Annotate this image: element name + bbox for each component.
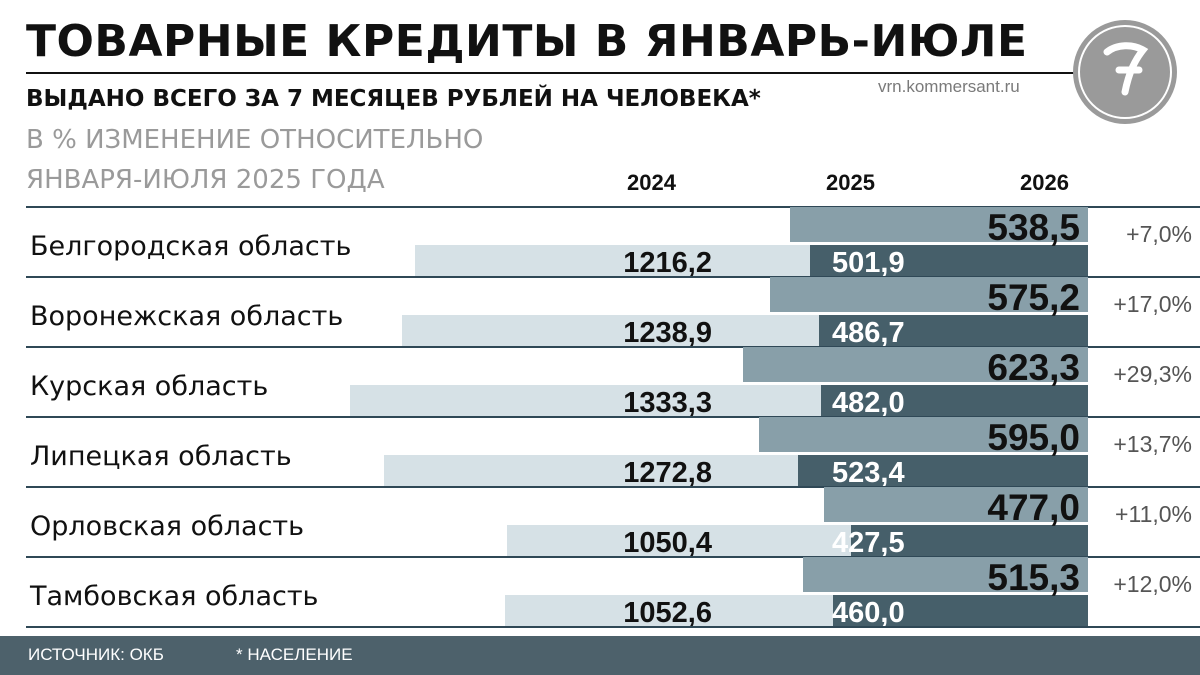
- bar-2026: [824, 487, 1088, 522]
- year-header-2025: 2025: [826, 170, 875, 195]
- bar-2026: [743, 347, 1088, 382]
- footer-bar: ИСТОЧНИК: ОКБ * НАСЕЛЕНИЕ: [0, 636, 1200, 675]
- bar-2026: [758, 417, 1088, 452]
- region-label: Тамбовская область: [30, 581, 319, 612]
- value-label-2024: 1052,6: [623, 597, 712, 629]
- value-label-2026: 595,0: [987, 417, 1080, 458]
- change-note: В % ИЗМЕНЕНИЕ ОТНОСИТЕЛЬНО ЯНВАРЯ-ИЮЛЯ 2…: [26, 120, 586, 200]
- bar-2026: [802, 557, 1088, 592]
- page-title: ТОВАРНЫЕ КРЕДИТЫ В ЯНВАРЬ-ИЮЛЕ: [26, 16, 1028, 67]
- title-rule: [26, 72, 1076, 74]
- value-label-2025: 486,7: [832, 317, 905, 349]
- value-label-2026: 538,5: [987, 207, 1080, 248]
- bar-2025: [798, 455, 1088, 486]
- region-label: Липецкая область: [30, 441, 292, 472]
- change-percent: +13,7%: [1113, 431, 1192, 457]
- change-percent: +11,0%: [1115, 501, 1192, 527]
- value-label-2026: 575,2: [987, 277, 1080, 318]
- value-label-2025: 501,9: [832, 247, 905, 279]
- row-separator: [26, 556, 1200, 558]
- row-separator: [26, 486, 1200, 488]
- bar-2025: [821, 385, 1088, 416]
- region-label: Курская область: [30, 371, 269, 402]
- value-label-2024: 1238,9: [623, 317, 712, 349]
- value-label-2024: 1216,2: [623, 247, 712, 279]
- row-separator: [26, 416, 1200, 418]
- change-percent: +17,0%: [1113, 291, 1192, 317]
- value-label-2026: 515,3: [987, 557, 1080, 598]
- value-label-2025: 427,5: [832, 527, 905, 559]
- value-label-2026: 623,3: [987, 347, 1080, 388]
- value-label-2025: 523,4: [832, 457, 905, 489]
- bar-2025: [833, 595, 1088, 626]
- value-label-2025: 460,0: [832, 597, 905, 629]
- change-note-line-1: В % ИЗМЕНЕНИЕ ОТНОСИТЕЛЬНО: [26, 125, 484, 155]
- change-note-line-2: ЯНВАРЯ-ИЮЛЯ 2025 ГОДА: [26, 165, 385, 195]
- bar-2025: [818, 315, 1088, 346]
- bar-2025: [851, 525, 1088, 556]
- source-label: ИСТОЧНИК: ОКБ: [28, 645, 164, 664]
- subtitle: ВЫДАНО ВСЕГО ЗА 7 МЕСЯЦЕВ РУБЛЕЙ НА ЧЕЛО…: [26, 86, 761, 112]
- region-label: Белгородская область: [30, 231, 352, 262]
- bar-2026: [769, 277, 1088, 312]
- bar-2026: [789, 207, 1088, 242]
- bar-2025: [810, 245, 1088, 276]
- site-url: vrn.kommersant.ru: [878, 77, 1020, 96]
- region-label: Воронежская область: [30, 301, 344, 332]
- year-header-2026: 2026: [1020, 170, 1069, 195]
- change-percent: +7,0%: [1126, 221, 1192, 247]
- footnote-label: * НАСЕЛЕНИЕ: [236, 645, 353, 664]
- value-label-2026: 477,0: [987, 487, 1080, 528]
- region-label: Орловская область: [30, 511, 305, 542]
- row-separator: [26, 626, 1200, 628]
- year-header-2024: 2024: [627, 170, 676, 195]
- change-percent: +29,3%: [1113, 361, 1192, 387]
- row-separator: [26, 206, 1200, 208]
- row-separator: [26, 346, 1200, 348]
- kommersant-logo-icon: [1073, 20, 1177, 124]
- value-label-2024: 1050,4: [623, 527, 712, 559]
- value-label-2024: 1333,3: [623, 387, 712, 419]
- value-label-2025: 482,0: [832, 387, 905, 419]
- value-label-2024: 1272,8: [623, 457, 712, 489]
- row-separator: [26, 276, 1200, 278]
- change-percent: +12,0%: [1113, 571, 1192, 597]
